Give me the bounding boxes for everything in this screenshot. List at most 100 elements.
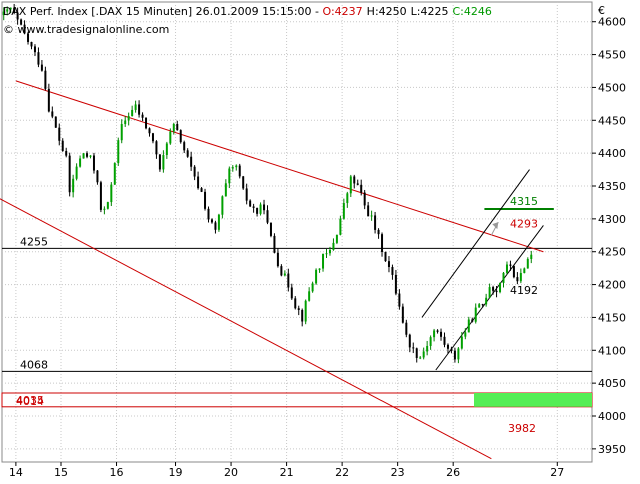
level-label-4192: 4192 [510, 284, 538, 297]
y-tick-label: 4250 [598, 246, 626, 259]
y-tick-label: 4600 [598, 16, 626, 29]
candle-body [315, 269, 318, 284]
plot-frame [1, 1, 593, 463]
candle-body [464, 332, 467, 337]
y-tick-label: 4050 [598, 377, 626, 390]
candle-body [217, 214, 220, 230]
candle-body [280, 266, 283, 276]
candle-body [457, 348, 460, 360]
chart-title: DAX Perf. Index [.DAX 15 Minuten] 26.01.… [3, 5, 492, 18]
candle-body [231, 167, 234, 169]
candle-body [446, 344, 449, 349]
forecast-arrowhead [492, 222, 499, 230]
level-label-4068: 4068 [20, 358, 48, 371]
candle-body [474, 307, 477, 322]
candle-body [339, 218, 342, 235]
candle-body [68, 155, 71, 193]
candle-body [86, 153, 89, 157]
candle-body [82, 153, 85, 159]
candle-body [197, 176, 200, 189]
x-tick-label: 26 [446, 466, 460, 479]
candle-body [145, 117, 148, 129]
candle-body [450, 348, 453, 351]
candle-body [131, 109, 134, 117]
support-band-layer [1, 392, 593, 408]
candle-body [172, 123, 175, 132]
candle-body [124, 120, 127, 125]
candle-body [54, 116, 57, 128]
candle-body [13, 7, 16, 13]
watermark: © www.tradesignalonline.com [3, 23, 169, 36]
candle-body [429, 337, 432, 346]
candle-body [228, 168, 231, 184]
candle-body [443, 336, 446, 345]
candle-body [134, 104, 137, 110]
candle-body [158, 154, 161, 170]
candle-body [224, 183, 227, 197]
y-tick-label: 4200 [598, 279, 626, 292]
candle-body [37, 52, 40, 65]
level-label-4014: 4014 [16, 395, 44, 408]
candle-body [30, 41, 33, 47]
candle-body [162, 155, 165, 170]
rising-channel-upper [421, 169, 530, 318]
candle-body [405, 322, 408, 335]
level-label-4035: 4035 [16, 394, 44, 407]
candle-body [512, 265, 515, 278]
x-tick-label: 21 [280, 466, 294, 479]
support-band-fill [474, 393, 592, 407]
candle-body [117, 140, 120, 164]
candle-body [165, 143, 168, 156]
candle-body [92, 155, 95, 171]
candle-body [460, 336, 463, 349]
candle-body [151, 133, 154, 142]
candle-body [505, 264, 508, 273]
candle-body [384, 251, 387, 262]
candle-body [27, 33, 30, 42]
candle-body [311, 283, 314, 292]
candle-body [9, 7, 12, 10]
candle-body [412, 347, 415, 349]
candle-body [33, 46, 36, 53]
candle-body [273, 235, 276, 253]
candle-body [526, 258, 529, 269]
candle-body [367, 205, 370, 217]
candle-body [200, 188, 203, 192]
candle-body [89, 155, 92, 157]
candle-body [235, 165, 238, 168]
candle-body [148, 128, 151, 134]
candle-body [335, 234, 338, 243]
candle-body [221, 196, 224, 215]
candle-body [495, 290, 498, 293]
candle-body [16, 12, 19, 20]
candle-body [304, 300, 307, 322]
level-label-4293: 4293 [510, 217, 538, 230]
candle-body [96, 170, 99, 183]
x-tick-label: 16 [110, 466, 124, 479]
y-tick-label: 4500 [598, 81, 626, 94]
currency-symbol: € [598, 4, 605, 17]
candle-body [422, 351, 425, 358]
candle-body [516, 277, 519, 282]
y-tick-label: 4150 [598, 311, 626, 324]
candle-body [440, 331, 443, 337]
y-tick-label: 4550 [598, 49, 626, 62]
candle-body [488, 287, 491, 298]
y-tick-label: 4350 [598, 180, 626, 193]
candle-body [478, 304, 481, 308]
candle-body [169, 131, 172, 144]
y-tick-label: 4100 [598, 344, 626, 357]
candle-body [103, 208, 106, 210]
candle-body [99, 182, 102, 210]
candle-body [245, 188, 248, 201]
grid [1, 1, 593, 463]
candle-body [44, 70, 47, 89]
candle-body [408, 334, 411, 348]
candle-body [509, 264, 512, 266]
candle-body [106, 202, 109, 209]
candle-body [381, 234, 384, 252]
candle-body [294, 298, 297, 309]
candle-body [492, 287, 495, 291]
candle-body [138, 104, 141, 115]
